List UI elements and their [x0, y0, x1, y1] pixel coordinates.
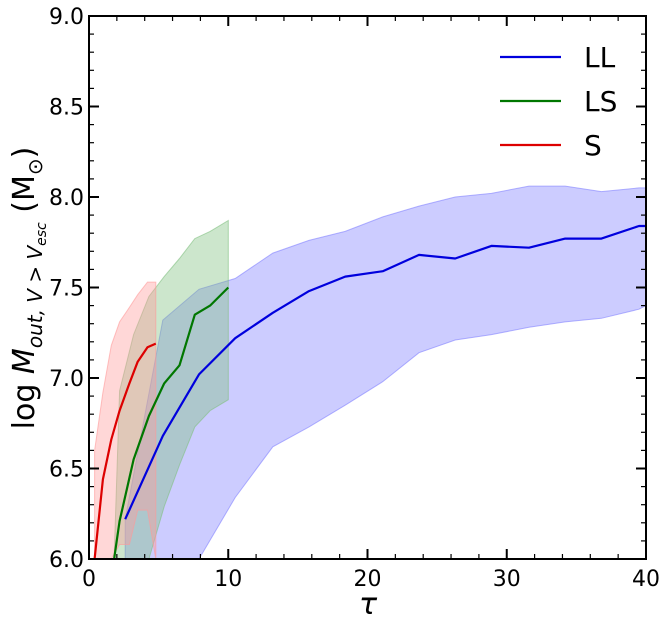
- x-tick-label: 0: [82, 567, 96, 592]
- series-lines: [93, 224, 646, 560]
- line-s: [93, 342, 157, 560]
- y-tick-label: 6.5: [49, 458, 84, 483]
- x-tick-label: 10: [214, 567, 242, 592]
- line-ll: [124, 224, 646, 520]
- y-tick-label: 8.0: [49, 186, 84, 211]
- x-axis-label: τ: [359, 587, 378, 622]
- y-axis-label: log Mout, V > Vesc (M⊙): [7, 147, 50, 430]
- x-tick-label: 20: [354, 567, 382, 592]
- y-tick-label: 9.0: [49, 5, 84, 30]
- line-ls: [113, 286, 230, 560]
- legend-label-ls: LS: [584, 85, 617, 118]
- x-tick-label: 30: [493, 567, 521, 592]
- y-tick-label: 6.0: [49, 548, 84, 573]
- y-tick-label: 7.0: [49, 367, 84, 392]
- x-tick-label: 40: [632, 567, 660, 592]
- y-tick-label: 8.5: [49, 96, 84, 121]
- confidence-bands: [94, 185, 647, 560]
- legend: LL LS S: [500, 41, 617, 162]
- legend-label-ll: LL: [584, 41, 616, 74]
- legend-label-s: S: [584, 129, 602, 162]
- tick-labels: 0 10 20 30 40 6.0 6.5 7.0 7.5 8.0 8.5 9.0: [49, 5, 660, 592]
- y-tick-label: 7.5: [49, 277, 84, 302]
- axis-ticks: [88, 15, 647, 560]
